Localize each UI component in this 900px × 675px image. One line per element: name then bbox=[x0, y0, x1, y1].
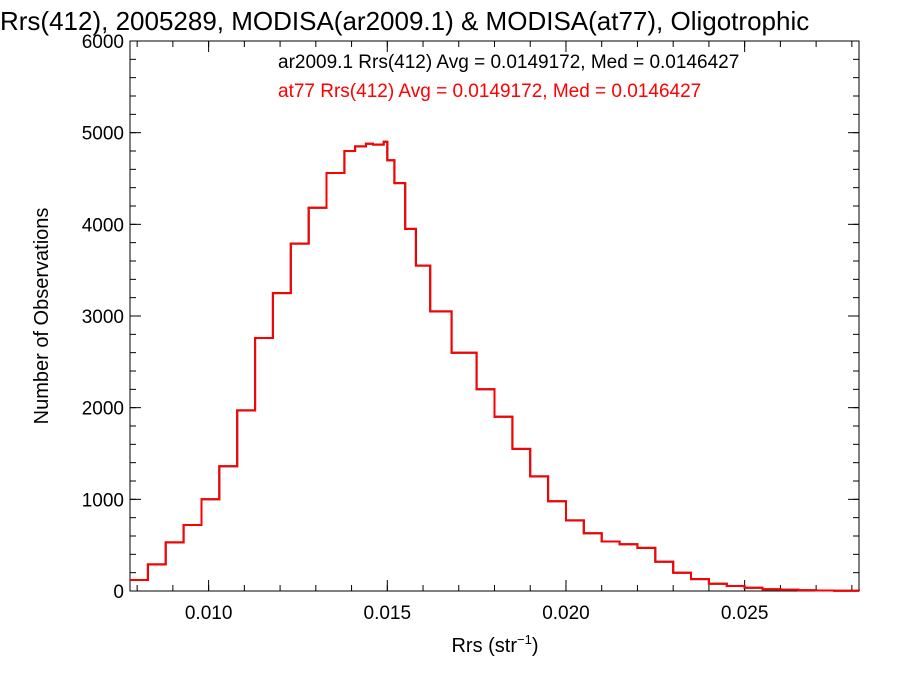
y-tick-label: 6000 bbox=[82, 32, 124, 53]
x-tick-label: 0.010 bbox=[185, 603, 233, 624]
y-tick-label: 1000 bbox=[82, 490, 124, 511]
x-axis-label: Rrs (str−1) bbox=[451, 632, 538, 657]
x-tick-label: 0.025 bbox=[721, 603, 769, 624]
x-tick-label: 0.015 bbox=[364, 603, 412, 624]
series-line-1 bbox=[130, 140, 860, 592]
plot-frame bbox=[129, 40, 860, 592]
y-tick-label: 4000 bbox=[82, 215, 124, 236]
x-axis-label-close: ) bbox=[532, 635, 539, 657]
x-tick-label: 0.020 bbox=[542, 603, 590, 624]
series-lines bbox=[130, 140, 860, 592]
y-tick-label: 2000 bbox=[82, 399, 124, 420]
series-line-0 bbox=[130, 140, 860, 592]
chart-title: Rrs(412), 2005289, MODISA(ar2009.1) & MO… bbox=[0, 6, 809, 36]
y-tick-label: 5000 bbox=[82, 124, 124, 145]
y-axis-label: Number of Observations bbox=[31, 208, 53, 425]
x-axis-label-main: Rrs (str bbox=[451, 635, 517, 657]
axis-ticks: 0.010 0.015 0.020 0.025 0 1000 2000 3000 4000 500… bbox=[82, 32, 859, 624]
plot-axes bbox=[129, 40, 860, 592]
legend-entry-at77: at77 Rrs(412) Avg = 0.0149172, Med = 0.0… bbox=[278, 81, 701, 102]
x-axis-label-superscript: −1 bbox=[517, 632, 532, 647]
y-tick-label: 3000 bbox=[82, 307, 124, 328]
legend-entry-ar2009: ar2009.1 Rrs(412) Avg = 0.0149172, Med =… bbox=[278, 52, 739, 73]
y-tick-label: 0 bbox=[113, 582, 124, 603]
